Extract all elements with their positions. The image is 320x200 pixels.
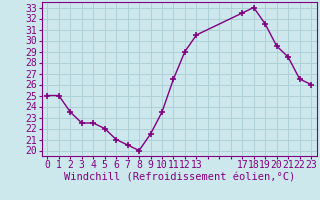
X-axis label: Windchill (Refroidissement éolien,°C): Windchill (Refroidissement éolien,°C) (64, 173, 295, 183)
